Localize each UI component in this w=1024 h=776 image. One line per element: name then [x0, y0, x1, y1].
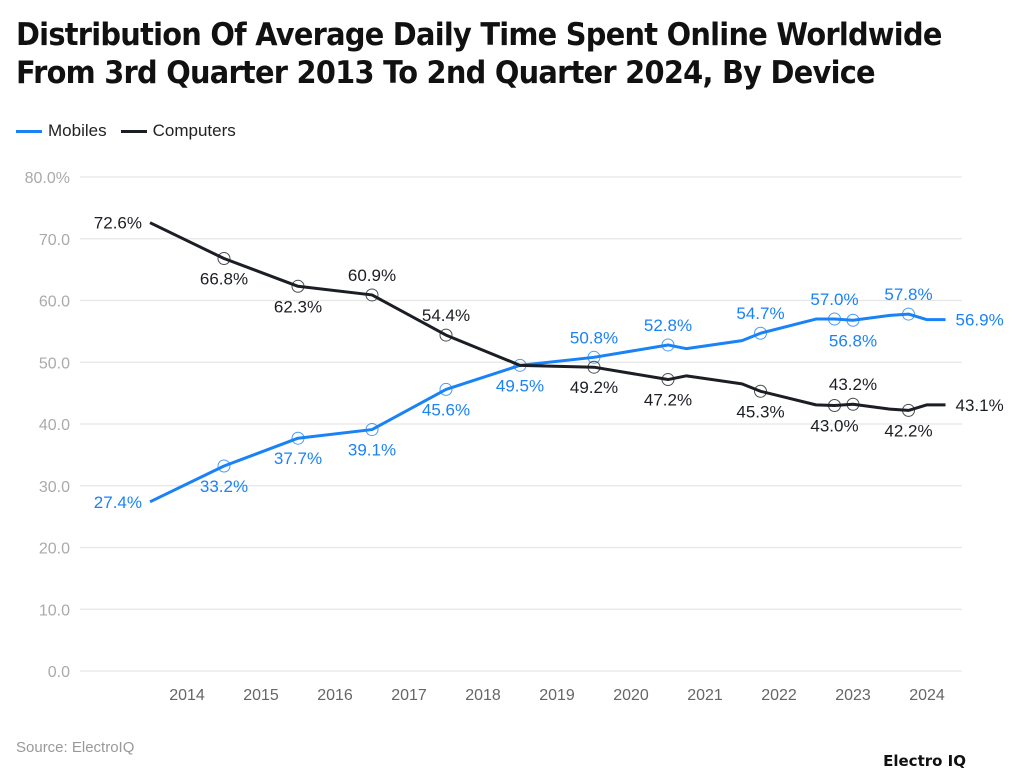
data-label: 62.3% — [274, 297, 322, 316]
x-tick-label: 2017 — [391, 687, 427, 704]
data-point — [661, 373, 675, 387]
x-tick-label: 2015 — [243, 687, 279, 704]
data-point — [846, 313, 860, 327]
data-point — [291, 431, 305, 445]
data-point — [291, 279, 305, 293]
legend-item-mobiles[interactable]: Mobiles — [16, 121, 107, 141]
y-tick-label: 50.0 — [39, 355, 70, 372]
data-label: 43.0% — [810, 416, 858, 435]
data-point — [661, 338, 675, 352]
data-label: 45.6% — [422, 400, 470, 419]
y-tick-label: 70.0 — [39, 232, 70, 249]
data-label: 60.9% — [348, 266, 396, 285]
data-label: 49.2% — [570, 378, 618, 397]
data-label: 33.2% — [200, 477, 248, 496]
brand-logo: Electro IQ — [883, 752, 966, 770]
data-label: 54.7% — [736, 304, 784, 323]
x-tick-label: 2021 — [687, 687, 723, 704]
data-point — [902, 403, 915, 417]
legend-swatch-computers — [120, 129, 147, 133]
data-label: 47.2% — [644, 391, 692, 410]
data-label: 49.5% — [496, 376, 544, 395]
y-tick-label: 0.0 — [48, 664, 70, 681]
legend-swatch-mobiles — [16, 129, 42, 133]
x-tick-label: 2024 — [909, 687, 945, 704]
chart-title: Distribution Of Average Daily Time Spent… — [16, 17, 942, 91]
x-tick-label: 2014 — [169, 687, 205, 704]
data-label: 43.2% — [829, 375, 877, 394]
series-line-computers — [149, 221, 946, 412]
x-tick-label: 2019 — [539, 687, 575, 704]
legend-label: Computers — [152, 121, 236, 140]
data-point — [439, 382, 453, 396]
data-label: 72.6% — [94, 214, 142, 233]
source-note: Source: ElectroIQ — [16, 739, 135, 756]
legend-label: Mobiles — [48, 121, 107, 140]
y-tick-label: 80.0% — [25, 170, 70, 187]
data-label: 52.8% — [644, 316, 692, 335]
data-point — [846, 397, 860, 411]
data-point — [587, 360, 601, 374]
x-tick-label: 2020 — [613, 687, 649, 704]
legend-item-computers[interactable]: Computers — [120, 121, 236, 141]
data-label: 56.9% — [956, 311, 1004, 330]
data-point — [828, 398, 841, 412]
data-label: 56.8% — [829, 331, 877, 350]
data-label: 42.2% — [884, 421, 932, 440]
data-point — [828, 312, 841, 326]
x-tick-label: 2018 — [465, 687, 501, 704]
data-label: 37.7% — [274, 449, 322, 468]
data-label: 66.8% — [200, 270, 248, 289]
y-tick-label: 40.0 — [39, 417, 70, 434]
data-point — [365, 288, 379, 302]
data-label: 54.4% — [422, 306, 470, 325]
x-tick-label: 2023 — [835, 687, 871, 704]
series-line-mobiles — [149, 312, 946, 504]
x-tick-label: 2016 — [317, 687, 353, 704]
data-label: 57.8% — [884, 285, 932, 304]
legend: Mobiles Computers — [16, 121, 236, 141]
data-point — [587, 350, 601, 364]
data-label: 27.4% — [94, 493, 142, 512]
data-point — [754, 384, 767, 398]
data-label: 50.8% — [570, 328, 618, 347]
y-tick-label: 10.0 — [39, 602, 70, 619]
y-tick-label: 60.0 — [39, 294, 70, 311]
data-point — [439, 328, 453, 342]
data-point — [902, 307, 915, 321]
data-label: 43.1% — [956, 396, 1004, 415]
data-point — [217, 252, 231, 266]
y-tick-label: 20.0 — [39, 541, 70, 558]
data-point — [217, 459, 231, 473]
y-tick-label: 30.0 — [39, 479, 70, 496]
data-label: 45.3% — [736, 402, 784, 421]
data-point — [754, 326, 767, 340]
data-label: 39.1% — [348, 441, 396, 460]
data-label: 57.0% — [810, 290, 858, 309]
data-point — [365, 423, 379, 437]
x-tick-label: 2022 — [761, 687, 797, 704]
